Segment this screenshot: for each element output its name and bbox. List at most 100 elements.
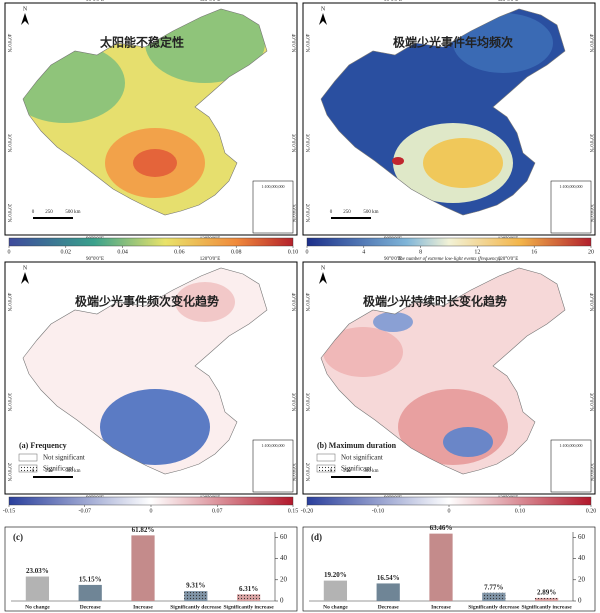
lat-label: 40°0'0"N [588, 293, 593, 312]
colorbar-tick-label: -0.15 [3, 508, 16, 514]
scale-bar [331, 476, 371, 478]
colorbar-tick-label: 0.06 [174, 249, 185, 255]
colorbar-tick-label: 16 [531, 249, 537, 255]
lon-label: 90°0'0"E [86, 0, 104, 3]
chart-frame [4, 526, 298, 612]
lon-label: 120°0'0"E [200, 257, 221, 262]
significance-hatch [482, 592, 506, 601]
lat-label: 30°0'0"N [6, 393, 11, 412]
lon-label: 120°0'0"E [498, 0, 519, 3]
lon-label: 90°0'0"E [384, 257, 402, 262]
scale-label: 500 km [363, 210, 378, 215]
colorbar [8, 237, 294, 247]
legend-label: Not significant [341, 454, 383, 462]
lat-label: 40°0'0"N [6, 34, 11, 53]
legend-swatch [316, 453, 336, 462]
x-tick-label: No change [323, 604, 348, 610]
y-tick-label: 0 [578, 597, 582, 605]
scale-label: 250 [45, 210, 53, 215]
lat-label: 40°0'0"N [290, 293, 295, 312]
lat-label: 30°0'0"N [304, 134, 309, 153]
colorbar-tick-label: 0.10 [515, 508, 526, 514]
colorbar-tick-label: 0 [150, 508, 153, 514]
chart-label: (c) [13, 532, 23, 542]
x-tick-label: Decrease [378, 604, 400, 610]
inset [550, 180, 592, 234]
lon-label: 90°0'0"E [384, 0, 402, 3]
lat-label: 20°0'0"N [304, 204, 309, 223]
lat-label: 30°0'0"N [290, 134, 295, 153]
y-tick-label: 0 [280, 597, 284, 605]
scale-label: 250 [45, 469, 53, 474]
inset-scale: 1:100,000,000 [261, 184, 284, 190]
x-tick-label: Decrease [80, 604, 102, 610]
y-tick-label: 40 [280, 554, 288, 562]
bar [131, 535, 155, 601]
north-label: N [321, 6, 326, 12]
colorbar-tick-label: 8 [419, 249, 422, 255]
legend-label: Significant [341, 465, 372, 473]
y-tick-label: 60 [578, 533, 586, 541]
y-tick-label: 40 [578, 554, 586, 562]
lat-label: 40°0'0"N [588, 34, 593, 53]
colorbar-tick-label: 12 [474, 249, 480, 255]
lat-label: 30°0'0"N [290, 393, 295, 412]
panel-title: 极端少光事件年均频次 [393, 35, 513, 50]
legend-label: Not significant [43, 454, 85, 462]
north-arrow [319, 272, 327, 284]
bar [323, 580, 348, 601]
value-label: 23.03% [26, 567, 49, 575]
lat-label: 40°0'0"N [304, 293, 309, 312]
chart-frame [302, 526, 596, 612]
map-panel: 太阳能不稳定性 N90°0'0"E90°0'0"E120°0'0"E120°0'… [4, 0, 298, 242]
legend-swatch [18, 464, 38, 473]
colorbar-tick-label: 0.02 [61, 249, 72, 255]
north-arrow [21, 13, 29, 25]
china-outline [320, 267, 566, 475]
colorbar-tick-label: 0.08 [231, 249, 242, 255]
lat-label: 30°0'0"N [6, 134, 11, 153]
colorbar-tick-label: -0.20 [301, 508, 314, 514]
scale-label: 500 km [363, 469, 378, 474]
colorbar-tick-label: 0.20 [586, 508, 597, 514]
north-label: N [23, 6, 28, 12]
lat-label: 40°0'0"N [304, 34, 309, 53]
value-label: 19.20% [324, 571, 347, 579]
x-tick-label: Significantly decrease [468, 604, 520, 610]
y-tick-label: 20 [280, 575, 288, 583]
x-tick-label: No change [25, 604, 50, 610]
significance-hatch [184, 591, 208, 601]
north-label: N [23, 265, 28, 271]
north-label: N [321, 265, 326, 271]
bar [376, 583, 400, 601]
scale-bar [33, 217, 73, 219]
legend-title: (b) Maximum duration [317, 441, 397, 450]
colorbar-tick-label: 0.15 [288, 508, 299, 514]
bar [429, 533, 453, 601]
bar [25, 576, 50, 601]
value-label: 7.77% [484, 583, 503, 591]
scale-label: 250 [343, 469, 351, 474]
scale-label: 500 km [65, 469, 80, 474]
colorbar-tick-label: -0.10 [372, 508, 385, 514]
north-arrow [319, 13, 327, 25]
lat-label: 20°0'0"N [6, 463, 11, 482]
panel-title: 极端少光事件频次变化趋势 [75, 294, 219, 309]
y-tick-label: 20 [578, 575, 586, 583]
x-tick-label: Significantly increase [522, 604, 573, 610]
lat-label: 20°0'0"N [6, 204, 11, 223]
colorbar [8, 496, 294, 506]
value-label: 61.82% [132, 526, 155, 534]
scale-bar [331, 217, 371, 219]
significance-hatch [534, 597, 559, 601]
panel-title: 太阳能不稳定性 [100, 35, 184, 50]
colorbar-tick-label: 0.10 [288, 249, 299, 255]
colorbar [306, 237, 592, 247]
value-label: 15.15% [79, 576, 102, 584]
map-panel: 极端少光持续时长变化趋势 N90°0'0"E90°0'0"E120°0'0"E1… [302, 257, 596, 501]
scale-label: 500 km [65, 210, 80, 215]
colorbar-tick-label: 20 [588, 249, 594, 255]
inset [550, 439, 592, 493]
china-outline [22, 267, 268, 475]
x-tick-label: Significantly increase [224, 604, 275, 610]
